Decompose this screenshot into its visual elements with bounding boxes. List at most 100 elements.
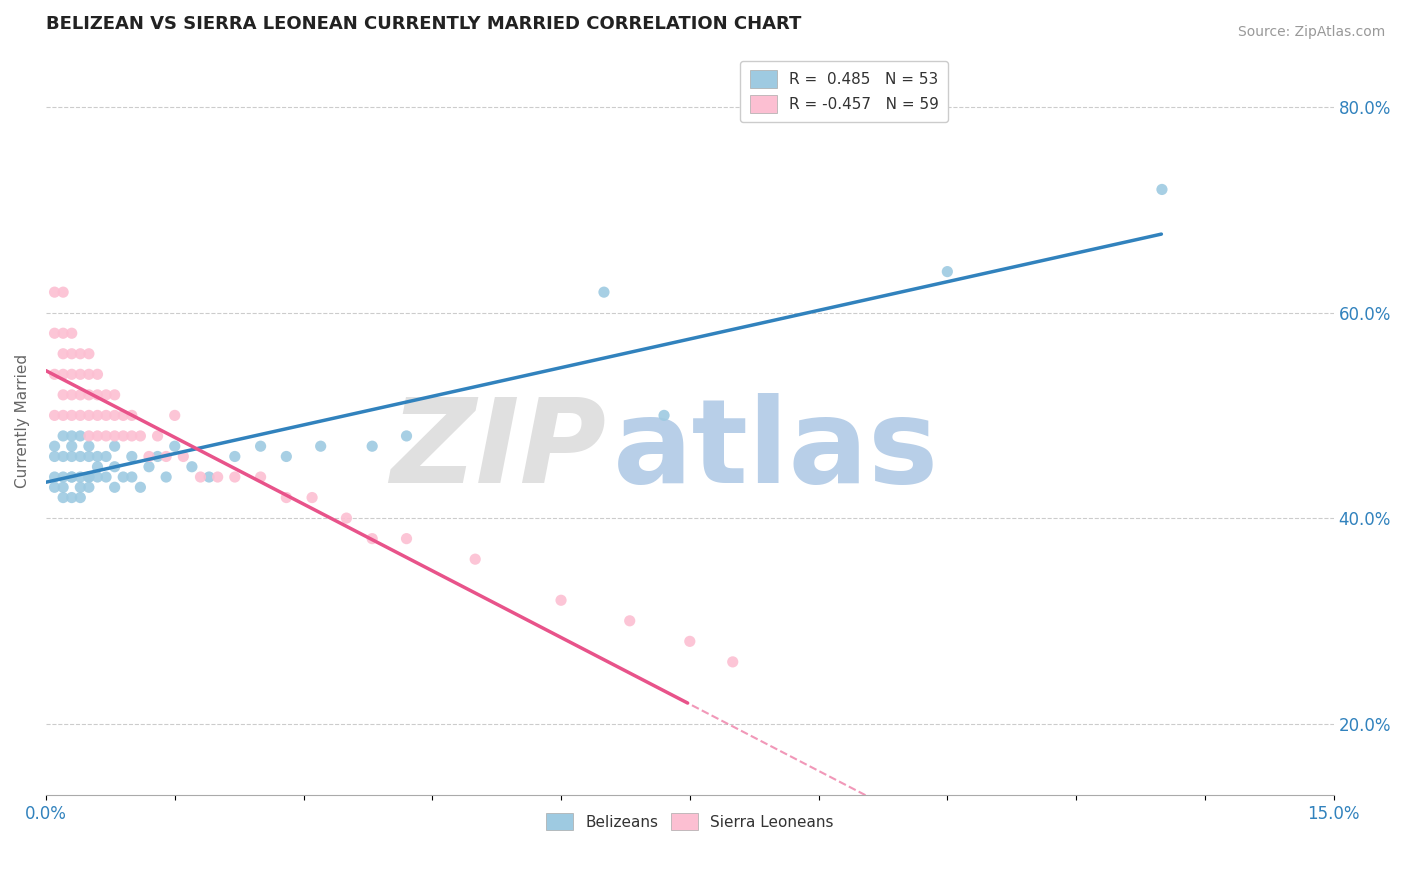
Point: [60, 347, 83, 361]
Point: [94, 388, 117, 402]
Point: [77, 450, 100, 464]
Point: [60, 470, 83, 484]
Point: [121, 470, 143, 484]
Point: [94, 409, 117, 423]
Point: [52, 491, 75, 505]
Point: [163, 439, 186, 453]
Point: [60, 491, 83, 505]
Legend: Belizeans, Sierra Leoneans: Belizeans, Sierra Leoneans: [540, 806, 839, 837]
Point: [69, 470, 91, 484]
Text: Source: ZipAtlas.com: Source: ZipAtlas.com: [1237, 25, 1385, 39]
Point: [52, 326, 75, 341]
Point: [138, 459, 160, 474]
Point: [77, 368, 100, 382]
Point: [69, 480, 91, 494]
Point: [86, 388, 108, 402]
Point: [86, 450, 108, 464]
Point: [172, 450, 194, 464]
Point: [224, 470, 246, 484]
Point: [593, 285, 616, 300]
Y-axis label: Currently Married: Currently Married: [15, 353, 30, 488]
Point: [69, 409, 91, 423]
Point: [121, 450, 143, 464]
Point: [190, 470, 212, 484]
Point: [60, 368, 83, 382]
Point: [361, 532, 384, 546]
Point: [1150, 182, 1173, 196]
Point: [112, 409, 135, 423]
Point: [112, 470, 135, 484]
Point: [94, 450, 117, 464]
Point: [52, 450, 75, 464]
Point: [104, 429, 127, 443]
Point: [44, 439, 66, 453]
Point: [104, 388, 127, 402]
Point: [121, 429, 143, 443]
Point: [86, 409, 108, 423]
Point: [155, 450, 177, 464]
Point: [94, 429, 117, 443]
Point: [60, 450, 83, 464]
Point: [86, 470, 108, 484]
Point: [77, 409, 100, 423]
Point: [464, 552, 486, 566]
Point: [550, 593, 572, 607]
Point: [52, 285, 75, 300]
Point: [249, 470, 271, 484]
Point: [69, 368, 91, 382]
Point: [77, 439, 100, 453]
Point: [77, 480, 100, 494]
Point: [44, 285, 66, 300]
Point: [44, 368, 66, 382]
Point: [619, 614, 641, 628]
Point: [69, 450, 91, 464]
Point: [77, 388, 100, 402]
Point: [276, 450, 298, 464]
Point: [395, 532, 418, 546]
Point: [60, 326, 83, 341]
Point: [60, 429, 83, 443]
Point: [52, 347, 75, 361]
Point: [679, 634, 702, 648]
Point: [198, 470, 221, 484]
Point: [112, 429, 135, 443]
Point: [361, 439, 384, 453]
Point: [52, 388, 75, 402]
Point: [44, 409, 66, 423]
Text: ZIP: ZIP: [389, 393, 606, 508]
Point: [86, 429, 108, 443]
Point: [60, 388, 83, 402]
Point: [52, 470, 75, 484]
Point: [44, 450, 66, 464]
Point: [224, 450, 246, 464]
Point: [77, 429, 100, 443]
Point: [52, 409, 75, 423]
Point: [60, 409, 83, 423]
Text: BELIZEAN VS SIERRA LEONEAN CURRENTLY MARRIED CORRELATION CHART: BELIZEAN VS SIERRA LEONEAN CURRENTLY MAR…: [46, 15, 801, 33]
Point: [94, 470, 117, 484]
Point: [60, 470, 83, 484]
Point: [395, 429, 418, 443]
Point: [60, 439, 83, 453]
Point: [163, 409, 186, 423]
Point: [52, 480, 75, 494]
Point: [69, 347, 91, 361]
Point: [52, 368, 75, 382]
Point: [104, 480, 127, 494]
Text: atlas: atlas: [613, 393, 939, 508]
Point: [44, 480, 66, 494]
Point: [180, 459, 202, 474]
Point: [146, 450, 169, 464]
Point: [249, 439, 271, 453]
Point: [121, 409, 143, 423]
Point: [936, 264, 959, 278]
Point: [69, 491, 91, 505]
Point: [104, 409, 127, 423]
Point: [276, 491, 298, 505]
Point: [44, 326, 66, 341]
Point: [146, 429, 169, 443]
Point: [652, 409, 675, 423]
Point: [77, 347, 100, 361]
Point: [309, 439, 332, 453]
Point: [77, 470, 100, 484]
